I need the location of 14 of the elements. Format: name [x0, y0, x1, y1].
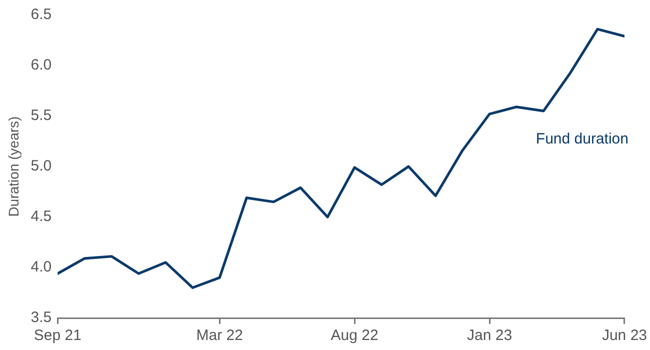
y-tick-label: 6.5: [30, 6, 52, 24]
y-tick-label: 4.0: [30, 258, 52, 276]
x-tick-label: Mar 22: [196, 327, 243, 344]
y-tick-label: 5.0: [30, 158, 52, 175]
x-tick-label: Aug 22: [330, 327, 378, 344]
y-tick-label: 3.5: [30, 309, 52, 326]
x-tick-label: Jan 23: [467, 327, 512, 344]
series-label: Fund duration: [536, 130, 628, 148]
x-tick-label: Sep 21: [34, 327, 82, 344]
x-tick-label: Jun 23: [602, 327, 648, 344]
y-tick-label: 6.0: [30, 56, 52, 74]
y-tick-label: 4.5: [30, 208, 52, 226]
y-axis-title: Duration (years): [5, 116, 22, 217]
y-tick-label: 5.5: [30, 107, 52, 124]
